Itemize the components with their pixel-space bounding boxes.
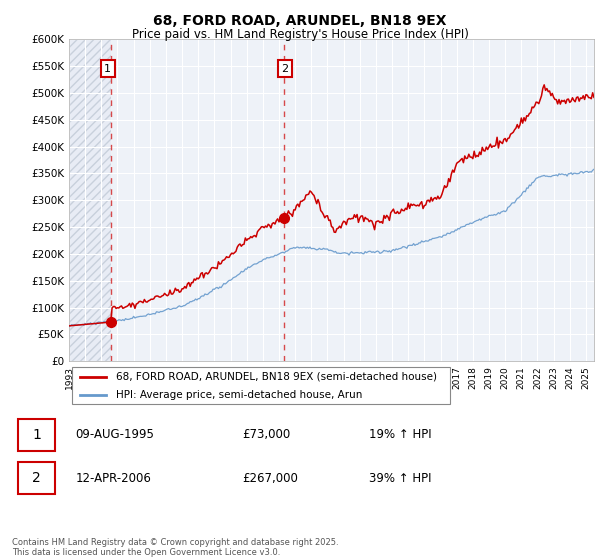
Text: 09-AUG-1995: 09-AUG-1995 <box>76 428 154 441</box>
Polygon shape <box>69 39 111 361</box>
Text: 19% ↑ HPI: 19% ↑ HPI <box>369 428 432 441</box>
Text: 39% ↑ HPI: 39% ↑ HPI <box>369 472 431 485</box>
FancyBboxPatch shape <box>71 367 449 404</box>
Text: 68, FORD ROAD, ARUNDEL, BN18 9EX (semi-detached house): 68, FORD ROAD, ARUNDEL, BN18 9EX (semi-d… <box>116 372 437 381</box>
Text: 68, FORD ROAD, ARUNDEL, BN18 9EX: 68, FORD ROAD, ARUNDEL, BN18 9EX <box>153 14 447 28</box>
Text: 12-APR-2006: 12-APR-2006 <box>76 472 151 485</box>
Text: £267,000: £267,000 <box>242 472 298 485</box>
Text: 1: 1 <box>32 428 41 442</box>
Text: 2: 2 <box>281 64 289 74</box>
Text: 2: 2 <box>32 471 41 485</box>
Text: 1: 1 <box>104 64 111 74</box>
Text: Price paid vs. HM Land Registry's House Price Index (HPI): Price paid vs. HM Land Registry's House … <box>131 28 469 41</box>
Text: HPI: Average price, semi-detached house, Arun: HPI: Average price, semi-detached house,… <box>116 390 362 400</box>
FancyBboxPatch shape <box>18 462 55 494</box>
Text: £73,000: £73,000 <box>242 428 290 441</box>
FancyBboxPatch shape <box>18 419 55 451</box>
Text: Contains HM Land Registry data © Crown copyright and database right 2025.
This d: Contains HM Land Registry data © Crown c… <box>12 538 338 557</box>
